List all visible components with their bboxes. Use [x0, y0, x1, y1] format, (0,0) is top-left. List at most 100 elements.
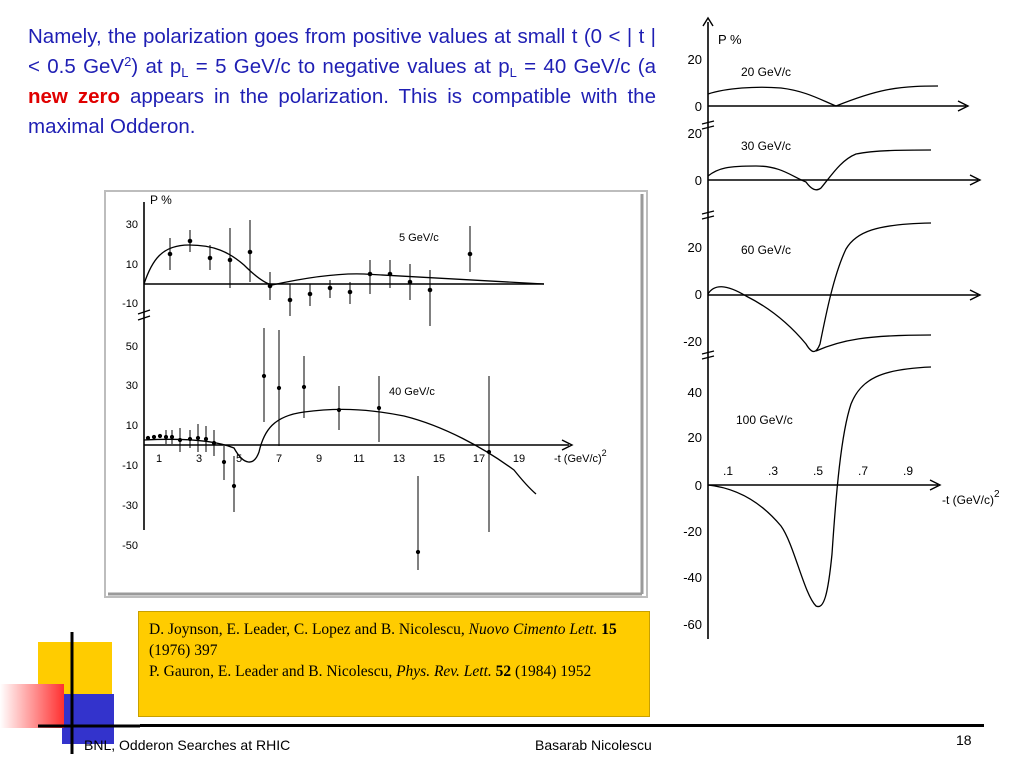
- y-tick-label: 10: [126, 420, 138, 432]
- x-tick-label: .5: [813, 464, 823, 478]
- reference-1: D. Joynson, E. Leader, C. Lopez and B. N…: [149, 619, 639, 661]
- reference-1-volume: 15: [601, 621, 617, 638]
- x-tick-label: 1: [156, 453, 162, 465]
- bottom-data-points: [145, 328, 492, 570]
- left-polarization-figure: P % 30 10 -10 5 GeV/c 50 30: [104, 190, 648, 598]
- left-y-axis-label: P %: [150, 193, 172, 207]
- left-axis-break: [137, 309, 151, 321]
- reference-2-journal: Phys. Rev. Lett.: [396, 663, 492, 680]
- intro-sub-1: L: [181, 65, 189, 80]
- reference-1-rest: (1976) 397: [149, 642, 218, 659]
- y-tick-label: 30: [126, 380, 138, 392]
- right-axis-breaks: [701, 120, 715, 360]
- template-decoration: [0, 632, 140, 754]
- y-tick-label: -40: [683, 570, 702, 585]
- y-tick-label: 40: [688, 385, 702, 400]
- y-tick-label: 20: [688, 430, 702, 445]
- top-data-points: [167, 220, 473, 326]
- intro-text-5: appears in the polarization. This is com…: [28, 85, 656, 138]
- reference-box: D. Joynson, E. Leader, C. Lopez and B. N…: [138, 611, 650, 717]
- panel-label-30: 30 GeV/c: [741, 139, 791, 153]
- y-tick-label: 20: [688, 240, 702, 255]
- left-top-panel: 30 10 -10 5 GeV/c: [122, 219, 545, 326]
- y-tick-label: -20: [683, 334, 702, 349]
- axis-arrow-30: [969, 174, 982, 186]
- x-tick-label: 7: [276, 453, 282, 465]
- bottom-curve: [143, 408, 537, 495]
- right-y-axis-label: P %: [718, 32, 742, 47]
- x-tick-label: 17: [473, 453, 485, 465]
- reference-2: P. Gauron, E. Leader and B. Nicolescu, P…: [149, 661, 639, 682]
- curve-20: [707, 85, 939, 107]
- y-tick-label: 10: [126, 259, 138, 271]
- right-x-ticks: .1 .3 .5 .7 .9: [723, 464, 913, 478]
- new-zero-highlight: new zero: [28, 85, 120, 108]
- reference-1-journal: Nuovo Cimento Lett.: [468, 621, 598, 638]
- intro-text-2: ) at p: [131, 55, 182, 78]
- left-bottom-panel: 50 30 10 -10 -30 -50 1 3 5 7 9 11 13 15 …: [122, 328, 607, 570]
- axis-arrow-100: [929, 479, 942, 491]
- y-tick-label: -50: [122, 540, 138, 552]
- y-tick-label: 20: [688, 52, 702, 67]
- intro-sub-2: L: [509, 65, 517, 80]
- footer-rule: [140, 724, 984, 727]
- x-tick-label: .1: [723, 464, 733, 478]
- right-panel-30: 20 0 30 GeV/c: [688, 126, 982, 191]
- reference-2-rest: (1984) 1952: [511, 663, 592, 680]
- x-tick-label: 3: [196, 453, 202, 465]
- x-tick-label: .3: [768, 464, 778, 478]
- curve-30: [707, 149, 932, 191]
- x-tick-label: .7: [858, 464, 868, 478]
- y-tick-label: 0: [695, 99, 702, 114]
- y-tick-label: 0: [695, 478, 702, 493]
- right-panel-60: 20 0 -20 60 GeV/c: [683, 222, 982, 353]
- y-tick-label: 0: [695, 173, 702, 188]
- axis-arrow-20: [957, 100, 970, 112]
- left-x-axis-label: -t (GeV/c)2: [554, 448, 607, 465]
- right-y-axis-arrow: [702, 16, 714, 27]
- reference-1-authors: D. Joynson, E. Leader, C. Lopez and B. N…: [149, 621, 469, 638]
- y-tick-label: -20: [683, 524, 702, 539]
- top-panel-label: 5 GeV/c: [399, 232, 439, 244]
- axis-arrow-60: [969, 289, 982, 301]
- intro-text-3: = 5 GeV/c to negative values at p: [188, 55, 510, 78]
- y-tick-label: -10: [122, 298, 138, 310]
- x-tick-label: 11: [353, 453, 364, 465]
- right-polarization-figure: P % 20 0 20 GeV/c 20 0 30 GeV/c 20 0 -20…: [683, 16, 1000, 639]
- panel-label-60: 60 GeV/c: [741, 243, 791, 257]
- reference-2-authors: P. Gauron, E. Leader and B. Nicolescu,: [149, 663, 397, 680]
- x-tick-label: 19: [513, 453, 525, 465]
- panel-label-100: 100 GeV/c: [736, 413, 793, 427]
- intro-paragraph: Namely, the polarization goes from posit…: [28, 22, 656, 142]
- panel-label-20: 20 GeV/c: [741, 65, 791, 79]
- y-tick-label: 0: [695, 287, 702, 302]
- reference-2-volume: 52: [495, 663, 512, 680]
- y-tick-label: 50: [126, 341, 138, 353]
- footer-left: BNL, Odderon Searches at RHIC: [84, 737, 291, 753]
- y-tick-label: 30: [126, 219, 138, 231]
- bottom-panel-label: 40 GeV/c: [389, 386, 435, 398]
- right-x-axis-label: -t (GeV/c)2: [942, 489, 1000, 507]
- bottom-x-ticks: 1 3 5 7 9 11 13 15 17 19: [156, 453, 525, 465]
- intro-text-4: = 40 GeV/c (a: [516, 55, 657, 78]
- intro-text-1: Namely, the polarization goes from posit…: [28, 25, 656, 78]
- y-tick-label: -60: [683, 617, 702, 632]
- left-figure-frame: [104, 190, 648, 598]
- y-tick-label: -10: [122, 460, 138, 472]
- footer-author: Basarab Nicolescu: [535, 737, 652, 753]
- intro-sup: 2: [124, 54, 132, 69]
- x-tick-label: 5: [236, 453, 242, 465]
- right-panel-20: 20 0 20 GeV/c: [688, 52, 970, 114]
- y-tick-label: -30: [122, 500, 138, 512]
- decoration-red-bar: [0, 684, 64, 728]
- x-tick-label: 13: [393, 453, 405, 465]
- page-number: 18: [956, 732, 972, 748]
- bottom-axis-arrow: [561, 439, 574, 451]
- x-tick-label: 15: [433, 453, 445, 465]
- x-tick-label: .9: [903, 464, 913, 478]
- right-panel-100: 40 20 0 -20 -40 -60 .1 .3 .5 .7 .9 -t (G…: [683, 366, 1000, 632]
- curve-100: [707, 366, 932, 608]
- x-tick-label: 9: [316, 453, 322, 465]
- curve-60-lower: [815, 334, 932, 352]
- y-tick-label: 20: [688, 126, 702, 141]
